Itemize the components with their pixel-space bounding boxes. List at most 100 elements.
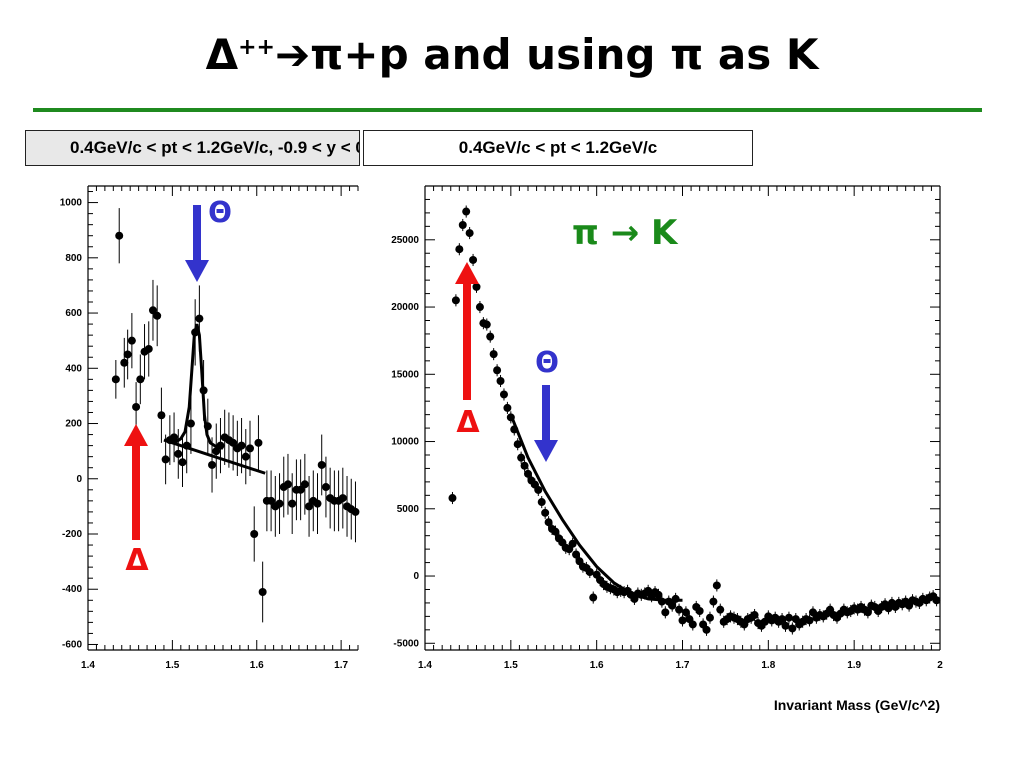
data-point: [702, 625, 711, 634]
data-point: [157, 411, 166, 420]
y-tick-label: 20000: [391, 302, 419, 313]
data-point: [541, 508, 550, 517]
y-tick-label: 800: [65, 253, 82, 264]
data-point: [275, 499, 284, 508]
data-point: [472, 282, 481, 291]
data-point: [237, 441, 246, 450]
data-point: [475, 303, 484, 312]
data-point: [496, 377, 505, 386]
data-point: [305, 502, 314, 511]
data-point: [524, 469, 532, 478]
delta-label: Δ: [456, 405, 480, 440]
data-point: [675, 605, 684, 614]
x-tick-label: 1.5: [165, 660, 179, 671]
data-point: [805, 616, 814, 625]
y-tick-label: -5000: [393, 638, 419, 649]
data-point: [195, 314, 204, 323]
data-point: [148, 306, 157, 315]
data-point: [932, 596, 941, 605]
delta-symbol: Δ: [205, 30, 239, 79]
data-point: [115, 231, 124, 240]
right-data-points: [448, 205, 941, 636]
x-tick-label: 1.7: [676, 660, 690, 671]
data-point: [455, 245, 464, 254]
data-point: [144, 344, 153, 353]
y-tick-label: 0: [76, 474, 82, 485]
y-tick-label: -400: [62, 584, 82, 595]
theta-arrow-icon: [534, 385, 558, 462]
y-tick-label: 25000: [391, 235, 419, 246]
data-point: [863, 608, 872, 617]
x-tick-label: 1.5: [504, 660, 518, 671]
data-point: [572, 550, 581, 559]
data-point: [716, 605, 725, 614]
data-point: [482, 320, 491, 329]
y-tick-label: -200: [62, 529, 82, 540]
data-point: [486, 332, 495, 341]
data-point: [469, 255, 478, 264]
x-tick-label: 2: [937, 660, 943, 671]
data-point: [178, 458, 187, 467]
data-point: [784, 613, 793, 622]
title-superscript: ++: [238, 35, 275, 60]
theta-arrow-icon: [185, 205, 209, 282]
data-point: [668, 601, 677, 610]
data-point: [499, 390, 508, 399]
data-point: [534, 485, 543, 494]
data-point: [208, 460, 217, 469]
y-tick-label: 0: [413, 571, 419, 582]
data-point: [170, 433, 179, 442]
y-tick-label: 10000: [391, 437, 419, 448]
theta-label: Θ: [208, 196, 232, 229]
right-fit-curve: [509, 414, 683, 602]
data-point: [153, 311, 162, 320]
data-point: [317, 460, 326, 469]
data-point: [241, 452, 250, 461]
exponential-fit-curve: [509, 414, 683, 602]
data-point: [695, 606, 704, 615]
y-tick-label: 200: [65, 419, 82, 430]
data-point: [688, 620, 697, 629]
data-point: [537, 498, 546, 507]
y-tick-label: 600: [65, 308, 82, 319]
delta-arrow-icon: [124, 424, 148, 540]
data-point: [678, 616, 687, 625]
data-point: [544, 518, 553, 527]
data-point: [709, 597, 718, 606]
data-point: [503, 403, 512, 412]
data-point: [161, 455, 170, 464]
data-point: [750, 611, 759, 620]
data-point: [136, 375, 145, 384]
data-point: [288, 499, 297, 508]
data-point: [313, 499, 322, 508]
data-point: [778, 615, 787, 624]
data-point: [321, 483, 330, 492]
data-point: [111, 375, 120, 384]
left-cut-label: 0.4GeV/c < pt < 1.2GeV/c, -0.9 < y < 0.9: [25, 130, 360, 166]
left-fit-curves: [163, 323, 266, 475]
data-point: [229, 438, 238, 447]
x-axis-label: Invariant Mass (GeV/c^2): [774, 697, 940, 713]
left-axes: -600 -400 -200 0 200 400 600 800 1000 1.4 1.5 1.6 1.…: [60, 185, 359, 671]
data-point: [212, 447, 221, 456]
slide-title: Δ++➔π+p and using π as K: [0, 30, 1024, 79]
x-tick-label: 1.7: [334, 660, 348, 671]
data-point: [705, 613, 714, 622]
data-point: [254, 438, 263, 447]
peak-fit-curve: [171, 323, 224, 450]
data-point: [585, 567, 594, 576]
data-point: [174, 449, 183, 458]
right-cut-label: 0.4GeV/c < pt < 1.2GeV/c: [363, 130, 753, 166]
data-point: [568, 539, 577, 548]
data-point: [351, 507, 360, 516]
x-tick-label: 1.9: [847, 660, 861, 671]
data-point: [681, 608, 690, 617]
data-point: [781, 621, 790, 630]
data-point: [448, 494, 457, 503]
data-point: [551, 527, 560, 536]
x-tick-label: 1.6: [250, 660, 264, 671]
data-point: [451, 296, 460, 305]
pi-to-k-label: π → K: [572, 213, 679, 253]
arrow-icon: ➔: [274, 30, 311, 79]
